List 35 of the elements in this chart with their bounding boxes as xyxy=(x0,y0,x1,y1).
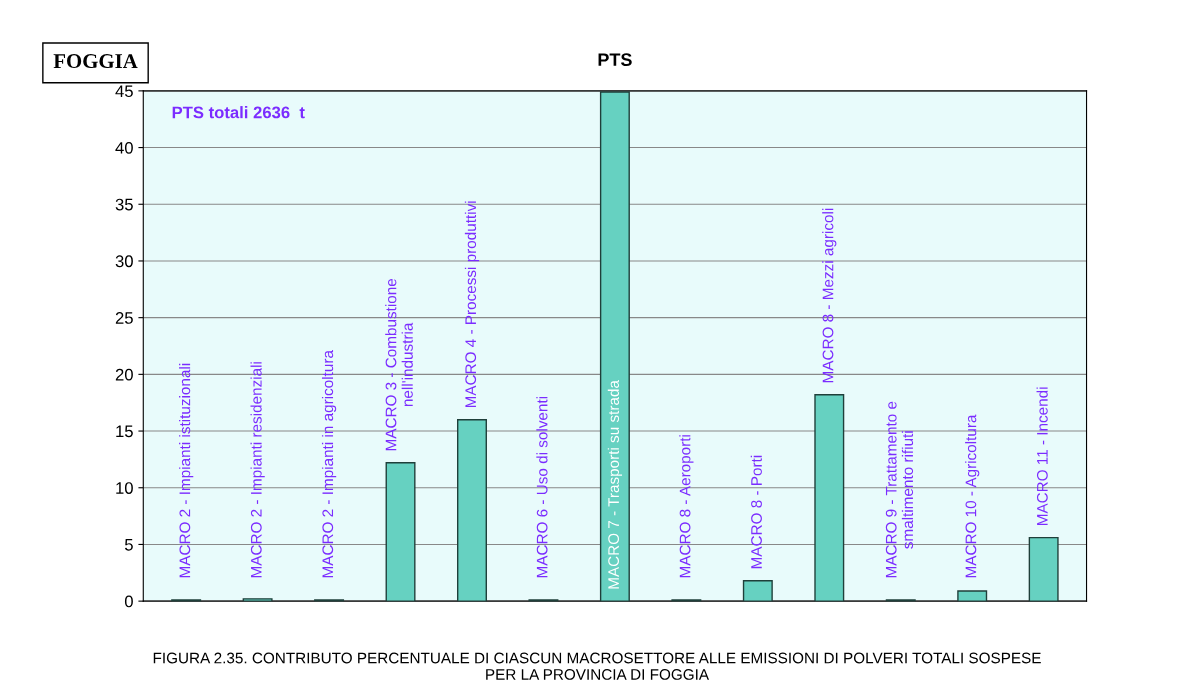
x-tick-label: MACRO 6 - Uso di solventi xyxy=(536,396,548,578)
y-tick-label: 15 xyxy=(116,425,133,438)
bar xyxy=(385,462,416,602)
y-tick-label: 25 xyxy=(115,312,133,324)
bar xyxy=(599,91,630,602)
bar xyxy=(814,394,845,602)
text: FIGURA 2.35. CONTRIBUTO PERCENTUALE DI CIASCUN MACROSETTORE ALLE EMISSIONI DI POLVERI TOTALI SOSPESE PER LA PROVINCIA DI FOGGIA xyxy=(153,652,1041,680)
y-tick-label: 20 xyxy=(115,368,133,381)
y-tick-label: 35 xyxy=(115,198,133,211)
y-tick-label: 0 xyxy=(124,595,133,608)
y-tick-label: 40 xyxy=(115,141,133,154)
x-tick-label: MACRO 9 - Trattamento e smaltimento rifiuti xyxy=(885,401,914,578)
chart-title: PTS xyxy=(598,53,632,67)
bar xyxy=(1028,536,1059,602)
x-tick-label: MACRO 8 - Mezzi agricoli xyxy=(822,208,837,383)
bar xyxy=(242,598,273,602)
x-tick-label: MACRO 7 - Trasporti su strada xyxy=(607,380,623,589)
x-tick-label: MACRO 2 - Impianti residenziali xyxy=(250,362,265,578)
x-tick-label: MACRO 2 - Impianti in agricoltura xyxy=(321,350,337,578)
x-tick-label: MACRO 11 - Incendi xyxy=(1036,387,1048,526)
x-tick-label: MACRO 8 - Porti xyxy=(750,455,762,569)
bar xyxy=(742,580,773,602)
y-tick-label: 30 xyxy=(115,255,133,268)
x-tick-label: MACRO 3 - Combustione nell'industria xyxy=(385,278,413,451)
bar xyxy=(457,419,487,602)
x-tick-label: MACRO 10 - Agricoltura xyxy=(965,414,980,578)
x-tick-label: MACRO 2 - Impianti istituzionali xyxy=(179,363,194,578)
x-tick-label: MACRO 4 - Processi produttivi xyxy=(464,201,480,408)
x-tick-label: MACRO 8 - Aeroporti xyxy=(679,435,694,578)
y-tick-label: 45 xyxy=(115,85,133,98)
y-tick-label: 5 xyxy=(124,539,133,551)
text: FOGGIA xyxy=(53,54,138,69)
y-tick-label: 10 xyxy=(116,482,133,494)
bar xyxy=(957,590,988,602)
annotation: PTS totali 2636 t xyxy=(172,106,305,119)
